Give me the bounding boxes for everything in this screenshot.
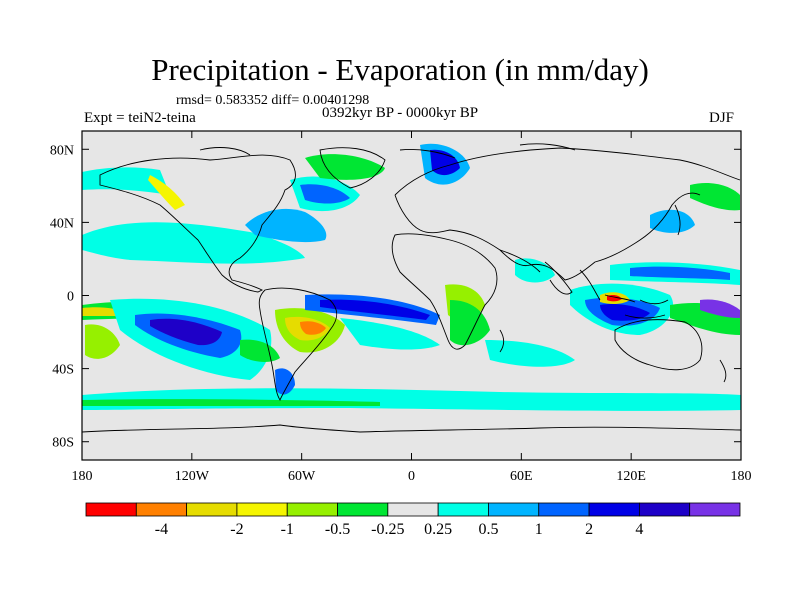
y-tick-label: 80S: [52, 436, 74, 451]
colorbar-label: 0.5: [478, 521, 498, 538]
period-label: 0392kyr BP - 0000kyr BP: [322, 105, 479, 121]
colorbar-label: -0.5: [325, 521, 350, 538]
colorbar-swatch: [437, 502, 489, 517]
y-tick-label: 80N: [50, 143, 74, 158]
season-label: DJF: [709, 110, 735, 126]
y-tick-label: 40S: [52, 363, 74, 378]
colorbar-swatch: [538, 502, 590, 517]
colorbar-swatch: [135, 502, 188, 517]
x-axis-labels: 180 120W 60W 0 60E 120E 180: [72, 469, 752, 484]
colorbar-swatch: [286, 502, 338, 517]
colorbar-label: -1: [281, 521, 294, 538]
colorbar-label: 0.25: [424, 521, 452, 538]
colorbar-label: 4: [635, 521, 643, 538]
colorbar-swatch: [85, 502, 137, 517]
stats-label: rmsd= 0.583352 diff= 0.00401298: [176, 93, 370, 108]
colorbar-swatch: [387, 502, 439, 517]
colorbar-label: 1: [535, 521, 543, 538]
colorbar-swatch: [588, 502, 640, 517]
colorbar-label: -2: [230, 521, 243, 538]
x-tick-label: 60W: [288, 469, 316, 484]
x-tick-label: 0: [408, 469, 415, 484]
x-tick-label: 180: [72, 469, 93, 484]
y-tick-label: 0: [67, 290, 74, 305]
y-tick-label: 40N: [50, 216, 74, 231]
colorbar-label: 2: [585, 521, 593, 538]
x-axis-ticks: [81, 131, 742, 460]
y-axis-ticks: [82, 148, 741, 443]
colorbar-swatch: [186, 502, 238, 517]
y-axis-labels: 80N 40N 0 40S 80S: [50, 143, 74, 450]
colorbar-label: -0.25: [371, 521, 404, 538]
field-north-pacific-band: [82, 222, 305, 264]
experiment-label: Expt = teiN2-teina: [84, 110, 196, 126]
colorbar: [85, 502, 741, 517]
field-layer: [82, 143, 741, 411]
colorbar-swatch: [236, 502, 288, 517]
colorbar-swatch: [488, 502, 540, 517]
colorbar-swatch: [638, 502, 691, 517]
chart-title: Precipitation - Evaporation (in mm/day): [151, 52, 649, 87]
colorbar-swatch: [689, 502, 741, 517]
x-tick-label: 120W: [175, 469, 210, 484]
colorbar-label: -4: [155, 521, 168, 538]
x-tick-label: 120E: [616, 469, 646, 484]
x-tick-label: 180: [731, 469, 752, 484]
colorbar-swatch: [337, 502, 389, 517]
x-tick-label: 60E: [510, 469, 533, 484]
coastlines: [82, 143, 741, 433]
colorbar-labels: -4 -2 -1 -0.5 -0.25 0.25 0.5 1 2 4: [155, 521, 644, 538]
